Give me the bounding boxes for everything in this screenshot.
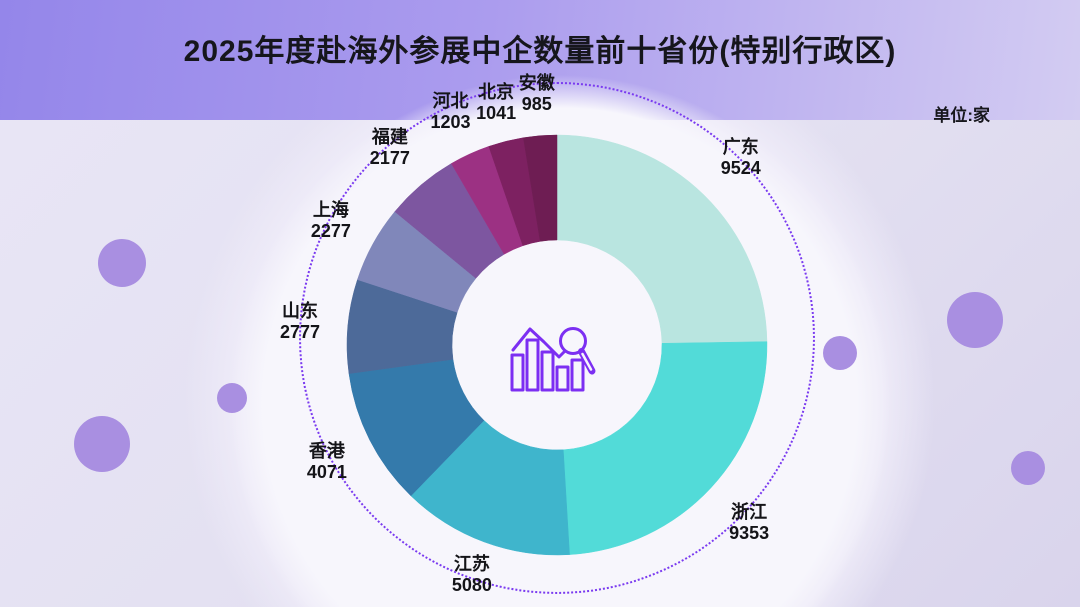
slice-value: 9524 <box>720 158 761 179</box>
slice-label: 福建 2177 <box>370 127 410 169</box>
slice-name: 山东 <box>282 300 319 321</box>
slice-label: 山东 2777 <box>280 301 320 343</box>
slice-name: 江苏 <box>453 553 490 574</box>
slice-name: 河北 <box>432 91 469 112</box>
slice-label: 河北 1203 <box>430 91 470 133</box>
icon-handle-highlight <box>581 352 593 371</box>
page-title: 2025年度赴海外参展中企数量前十省份(特别行政区) <box>183 35 897 68</box>
decor-circle <box>217 383 247 413</box>
slice-name: 广东 <box>722 137 759 158</box>
slice-label: 香港 4071 <box>307 441 347 483</box>
slice-name: 福建 <box>371 127 408 148</box>
decor-circle <box>823 336 857 370</box>
slice-label: 浙江 9353 <box>729 502 769 544</box>
slice-value: 985 <box>521 93 552 114</box>
decor-circle <box>947 292 1003 348</box>
dotted-ring <box>299 82 815 594</box>
donut-slice-浙江 <box>563 341 768 555</box>
slice-value: 1203 <box>430 112 471 133</box>
donut-slice-广东 <box>556 134 768 344</box>
slice-label: 江苏 5080 <box>452 554 492 596</box>
bar-chart-magnifier-icon <box>510 327 596 392</box>
slice-label: 北京 1041 <box>476 82 516 124</box>
slice-value: 4071 <box>306 461 347 482</box>
slice-label: 广东 9524 <box>721 137 761 179</box>
donut-slice-安徽 <box>523 134 558 242</box>
slice-name: 上海 <box>312 199 349 220</box>
slice-value: 5080 <box>451 574 492 595</box>
slice-value: 2177 <box>369 148 410 169</box>
icon-strokes <box>510 327 596 392</box>
slice-value: 2777 <box>280 321 321 342</box>
slice-name: 安徽 <box>518 72 555 93</box>
decor-circle <box>74 416 130 472</box>
unit-label: 单位:家 <box>933 106 990 125</box>
slice-label: 安徽 985 <box>519 73 555 115</box>
slice-value: 1041 <box>476 102 517 123</box>
slice-name: 香港 <box>308 440 345 461</box>
slice-value: 2277 <box>310 220 351 241</box>
slice-value: 9353 <box>729 523 770 544</box>
slice-name: 浙江 <box>731 502 768 523</box>
slice-name: 北京 <box>478 81 515 102</box>
decor-circle <box>1011 451 1045 485</box>
slice-label: 上海 2277 <box>311 200 351 242</box>
decor-circle <box>98 239 146 287</box>
